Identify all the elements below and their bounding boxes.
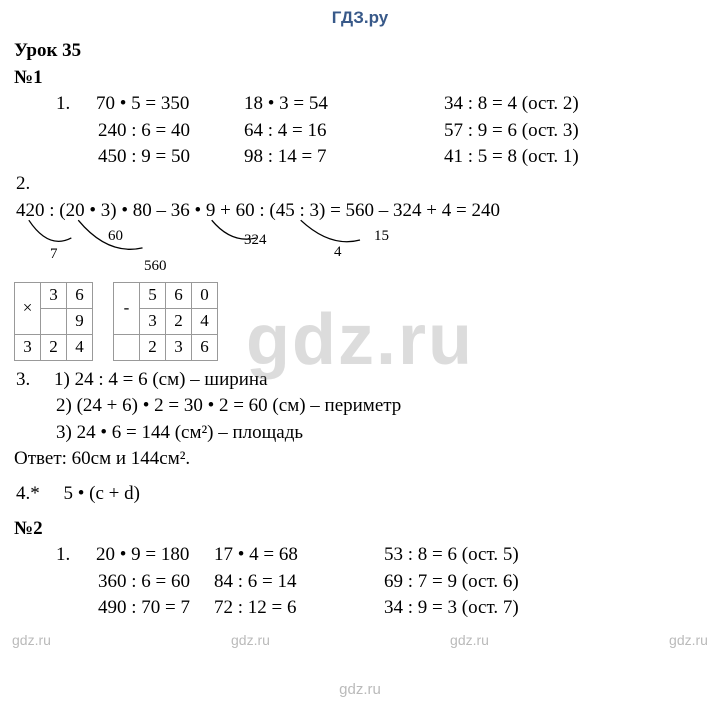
item-4-num: 4.*	[14, 481, 54, 508]
p3-l2: 2) (24 + 6) • 2 = 30 • 2 = 60 (см) – пер…	[14, 393, 706, 420]
p21-num: 1.	[56, 542, 96, 569]
problem-4: 4.* 5 • (c + d)	[14, 481, 706, 508]
p21-c3-r2: 69 : 7 = 9 (ост. 6)	[384, 569, 614, 596]
p1-c3-r1: 34 : 8 = 4 (ост. 2)	[444, 91, 674, 118]
watermark-bottom: gdz.ru	[0, 681, 720, 698]
item-1-num: 1.	[56, 91, 96, 118]
item-2-num: 2.	[14, 171, 706, 198]
watermark-row: gdz.rugdz.rugdz.rugdz.ru	[0, 632, 720, 648]
ann-7: 7	[50, 246, 58, 263]
problem-2-1: 1.20 • 9 = 180 360 : 6 = 60 490 : 70 = 7…	[14, 542, 706, 622]
problem-2: 420 : (20 • 3) • 80 – 36 • 9 + 60 : (45 …	[14, 198, 706, 276]
section-1: №1	[14, 65, 706, 92]
p21-c1-r2: 360 : 6 = 60	[56, 569, 214, 596]
calc-multiply: ×36 9 324	[14, 282, 93, 361]
lesson-title: Урок 35	[14, 38, 706, 65]
ann-560: 560	[144, 258, 167, 275]
answer-3: Ответ: 60см и 144см².	[14, 446, 706, 473]
p3-l3: 3) 24 • 6 = 144 (см²) – площадь	[14, 420, 706, 447]
p1-c2-r2: 64 : 4 = 16	[244, 118, 444, 145]
p21-c3-r3: 34 : 9 = 3 (ост. 7)	[384, 595, 614, 622]
problem-3: 3.1) 24 : 4 = 6 (см) – ширина 2) (24 + 6…	[14, 367, 706, 447]
p21-c2-r1: 17 • 4 = 68	[214, 542, 384, 569]
calc-area: ×36 9 324 -560 324 236	[14, 282, 706, 361]
p1-c1-r2: 240 : 6 = 40	[56, 118, 244, 145]
p21-c3-r1: 53 : 8 = 6 (ост. 5)	[384, 542, 614, 569]
item-3-num: 3.	[14, 367, 54, 394]
problem-1: 1.70 • 5 = 350 240 : 6 = 40 450 : 9 = 50…	[14, 91, 706, 171]
p1-c2-r1: 18 • 3 = 54	[244, 91, 444, 118]
p4-text: 5 • (c + d)	[64, 483, 140, 504]
p21-c2-r2: 84 : 6 = 14	[214, 569, 384, 596]
p1-c1-r1: 70 • 5 = 350	[96, 93, 189, 114]
page-header: ГДЗ.ру	[14, 8, 706, 28]
p3-l1: 1) 24 : 4 = 6 (см) – ширина	[54, 369, 268, 390]
p1-c3-r3: 41 : 5 = 8 (ост. 1)	[444, 144, 674, 171]
p1-c3-r2: 57 : 9 = 6 (ост. 3)	[444, 118, 674, 145]
ann-4: 4	[334, 244, 342, 261]
p1-c1-r3: 450 : 9 = 50	[56, 144, 244, 171]
p1-c2-r3: 98 : 14 = 7	[244, 144, 444, 171]
ann-60: 60	[108, 228, 123, 245]
p21-c1-r1: 20 • 9 = 180	[96, 544, 189, 565]
ann-324: 324	[244, 232, 267, 249]
ann-15: 15	[374, 228, 389, 245]
eq2-text: 420 : (20 • 3) • 80 – 36 • 9 + 60 : (45 …	[14, 198, 500, 225]
calc-subtract: -560 324 236	[113, 282, 218, 361]
p21-c2-r3: 72 : 12 = 6	[214, 595, 384, 622]
p21-c1-r3: 490 : 70 = 7	[56, 595, 214, 622]
section-2: №2	[14, 516, 706, 543]
